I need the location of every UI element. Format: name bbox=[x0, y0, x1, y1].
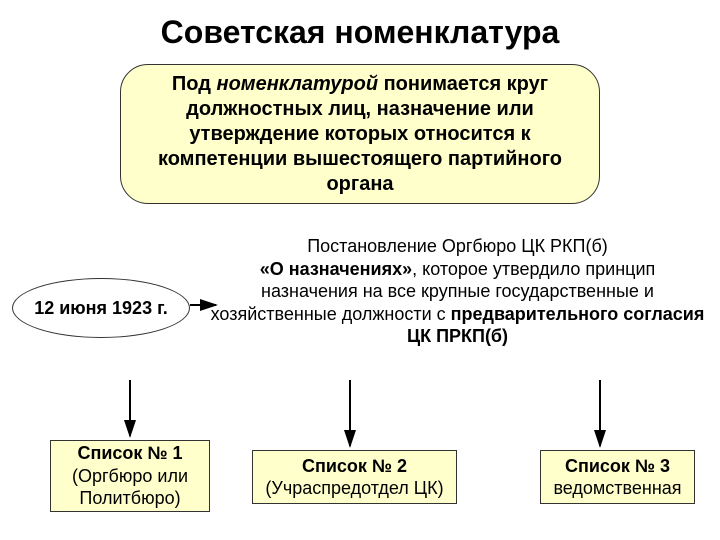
list-1-title: Список № 1 bbox=[77, 442, 182, 465]
list-1-sub: (Оргбюро или Политбюро) bbox=[59, 465, 201, 510]
definition-lead: Под bbox=[172, 73, 217, 95]
list-2-sub: (Учраспредотдел ЦК) bbox=[265, 477, 443, 500]
definition-emph: номенклатурой bbox=[216, 73, 378, 95]
list-2-title: Список № 2 bbox=[302, 455, 407, 478]
list-3-title: Список № 3 bbox=[565, 455, 670, 478]
list-box-1: Список № 1 (Оргбюро или Политбюро) bbox=[50, 440, 210, 512]
slide-title: Советская номенклатура bbox=[0, 0, 720, 59]
date-node: 12 июня 1923 г. bbox=[12, 278, 190, 338]
decree-line1: Постановление Оргбюро ЦК РКП(б) bbox=[307, 236, 608, 256]
list-box-2: Список № 2 (Учраспредотдел ЦК) bbox=[252, 450, 457, 504]
definition-box: Под номенклатурой понимается круг должно… bbox=[120, 64, 600, 204]
decree-bold2: предварительного согласия ЦК ПРКП(б) bbox=[407, 304, 704, 347]
list-3-sub: ведомственная bbox=[553, 477, 681, 500]
list-box-3: Список № 3 ведомственная bbox=[540, 450, 695, 504]
decree-bold1: «О назначениях» bbox=[260, 259, 412, 279]
decree-text: Постановление Оргбюро ЦК РКП(б) «О назна… bbox=[210, 235, 705, 348]
